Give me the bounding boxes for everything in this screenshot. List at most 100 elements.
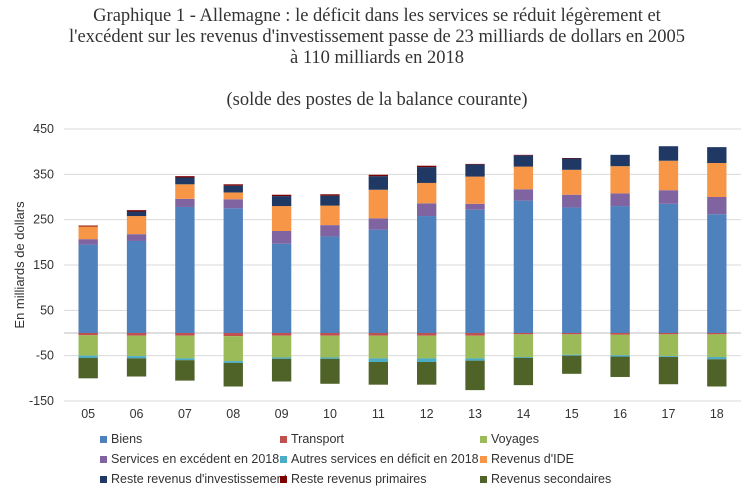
- bar-segment: [223, 333, 243, 337]
- bar-segment: [707, 334, 727, 358]
- y-tick-label: 350: [33, 167, 54, 181]
- bar-segment: [126, 240, 147, 333]
- bar-segment: [658, 146, 679, 161]
- bar-segment: [658, 160, 679, 191]
- legend-label: Autres services en déficit en 2018: [291, 452, 479, 466]
- x-tick-label: 06: [130, 407, 144, 421]
- bar-segment: [610, 206, 630, 333]
- bar-segment: [707, 214, 727, 333]
- y-tick-label: 250: [33, 213, 54, 227]
- legend-item: Revenus d'IDE: [480, 452, 574, 466]
- x-tick-label: 12: [420, 407, 434, 421]
- bar-segment: [465, 164, 485, 177]
- bar-segment: [465, 209, 485, 333]
- bar-segment: [562, 194, 582, 208]
- bar-segment: [223, 192, 243, 200]
- bar-segment: [707, 357, 727, 360]
- bar-segment: [126, 358, 147, 377]
- bar-segment: [513, 200, 534, 333]
- bar-segment: [320, 225, 340, 237]
- bar-segment: [610, 166, 630, 194]
- y-tick-label: 450: [33, 122, 54, 136]
- x-tick-label: 14: [516, 407, 530, 421]
- bar-segment: [271, 358, 292, 382]
- x-tick-label: 17: [662, 407, 676, 421]
- bar-segment: [223, 208, 243, 333]
- legend-swatch: [480, 435, 487, 443]
- legend-swatch: [100, 435, 107, 443]
- bar-segment: [223, 336, 243, 362]
- bar-segment: [320, 335, 340, 358]
- legend-swatch: [280, 435, 287, 443]
- bar-segment: [610, 334, 630, 356]
- bar-segment: [368, 189, 388, 219]
- bar-segment: [271, 196, 292, 207]
- x-axis-ticks: 05 06 07 08 09 10 11 12 13 14 15 16 17 18: [81, 407, 724, 421]
- bar-segment: [658, 203, 679, 333]
- bar-segment: [417, 333, 437, 336]
- bar-segment: [465, 335, 485, 359]
- bar-segment: [320, 195, 340, 206]
- bar-segment: [368, 176, 388, 190]
- legend-item: Reste revenus d'investissement: [100, 472, 287, 486]
- bar-segment: [417, 182, 437, 204]
- legend-item: Revenus secondaires: [480, 472, 611, 486]
- bar-segment: [78, 225, 98, 227]
- bar-segment: [513, 154, 534, 156]
- legend-swatch: [100, 455, 107, 463]
- bar-segment: [610, 193, 630, 207]
- bar-segment: [562, 158, 582, 159]
- x-tick-label: 13: [468, 407, 482, 421]
- legend-item: Services en excédent en 2018: [100, 452, 279, 466]
- bar-segment: [271, 206, 292, 231]
- bar-segment: [78, 226, 98, 240]
- bar-segment: [707, 163, 727, 197]
- bar-segment: [320, 358, 340, 384]
- x-tick-label: 16: [613, 407, 627, 421]
- bar-segment: [368, 358, 388, 363]
- bar-segment: [658, 356, 679, 358]
- bar-segment: [417, 216, 437, 333]
- y-tick-label: -50: [36, 349, 54, 363]
- bar-segment: [465, 360, 485, 391]
- bar-segment: [368, 229, 388, 333]
- bar-segment: [513, 357, 534, 358]
- bar-segment: [610, 355, 630, 357]
- bar-segment: [465, 163, 485, 165]
- bar-segment: [707, 197, 727, 215]
- bar-segment: [368, 335, 388, 359]
- bar-segment: [320, 333, 340, 336]
- y-axis-ticks: -150 -50 50 150 250 350 450: [29, 122, 54, 408]
- legend-label: Revenus d'IDE: [491, 452, 574, 466]
- y-tick-label: -150: [29, 394, 54, 408]
- bar-segment: [175, 358, 195, 361]
- bar-segment: [223, 362, 243, 387]
- bar-segment: [126, 216, 147, 235]
- bar-segment: [271, 333, 292, 336]
- bar-segment: [175, 333, 195, 336]
- legend-label: Revenus secondaires: [491, 472, 612, 486]
- bar-segment: [175, 335, 195, 359]
- chart-subtitle: (solde des postes de la balance courante…: [226, 90, 528, 110]
- x-tick-label: 08: [226, 407, 240, 421]
- bar-segment: [513, 155, 534, 167]
- bar-segment: [658, 333, 679, 335]
- gridlines: [64, 128, 741, 402]
- legend-item: Reste revenus primaires: [280, 472, 426, 486]
- chart-title: Graphique 1 - Allemagne : le déficit dan…: [0, 6, 754, 69]
- legend-swatch: [100, 475, 107, 483]
- bar-segment: [175, 176, 195, 178]
- bar-segment: [320, 236, 340, 333]
- x-tick-label: 10: [323, 407, 337, 421]
- bar-segment: [78, 333, 98, 336]
- legend-swatch: [480, 475, 487, 483]
- legend-label: Services en excédent en 2018: [111, 452, 280, 466]
- chart-title-line-3: à 110 milliards en 2018: [289, 48, 464, 68]
- bar-segment: [320, 194, 340, 196]
- bar-segment: [562, 169, 582, 195]
- legend-item: Autres services en déficit en 2018: [280, 452, 479, 466]
- bar-segment: [78, 355, 98, 358]
- bar-segment: [513, 166, 534, 190]
- bar-segment: [417, 362, 437, 385]
- chart-title-line-1: Graphique 1 - Allemagne : le déficit dan…: [93, 6, 661, 26]
